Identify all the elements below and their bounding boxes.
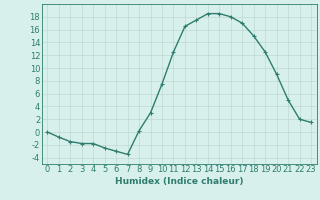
X-axis label: Humidex (Indice chaleur): Humidex (Indice chaleur): [115, 177, 244, 186]
